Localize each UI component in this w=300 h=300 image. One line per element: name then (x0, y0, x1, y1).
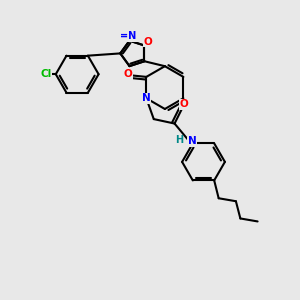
Text: N: N (188, 136, 196, 146)
Text: N: N (142, 93, 151, 103)
Text: O: O (179, 99, 188, 109)
Text: =N: =N (120, 31, 136, 41)
Text: Cl: Cl (40, 69, 52, 79)
Text: O: O (124, 69, 132, 79)
Text: H: H (175, 135, 183, 145)
Text: O: O (143, 37, 152, 47)
